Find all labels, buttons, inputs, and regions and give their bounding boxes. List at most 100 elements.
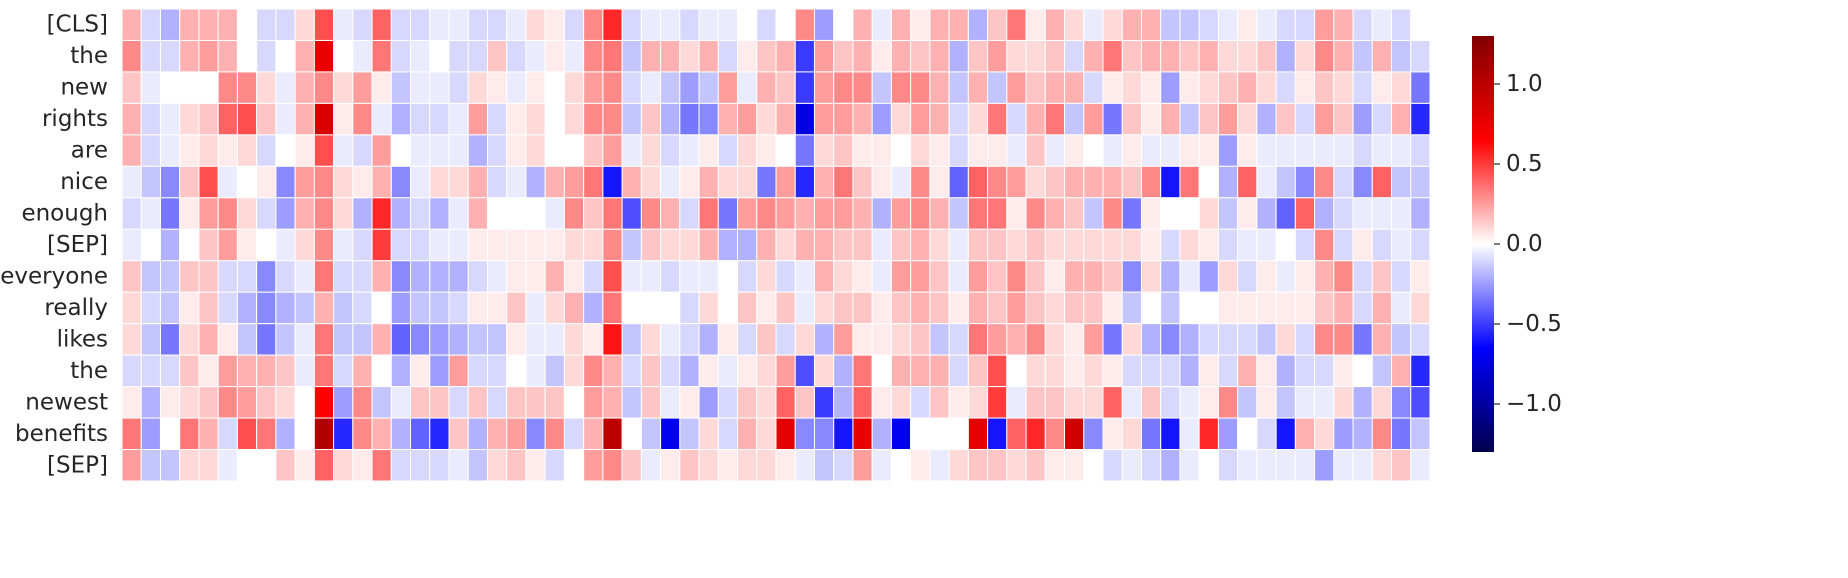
heatmap-cell bbox=[121, 39, 142, 73]
heatmap-cell bbox=[467, 39, 488, 73]
heatmap-cell bbox=[833, 71, 854, 104]
heatmap-cell bbox=[544, 8, 565, 41]
heatmap-cell bbox=[198, 260, 219, 293]
heatmap-cell bbox=[621, 417, 642, 451]
heatmap-cell bbox=[1275, 165, 1296, 199]
heatmap-cell bbox=[1102, 354, 1123, 388]
heatmap-cell bbox=[256, 228, 277, 262]
heatmap-cell bbox=[1217, 228, 1239, 262]
heatmap-cell bbox=[333, 39, 354, 73]
heatmap-cell bbox=[352, 102, 373, 136]
heatmap-cell bbox=[1391, 197, 1412, 230]
heatmap-cell bbox=[775, 197, 796, 230]
heatmap-cell bbox=[621, 228, 642, 262]
heatmap-cell bbox=[333, 291, 354, 325]
heatmap-cell bbox=[217, 102, 238, 136]
heatmap-cell bbox=[1333, 165, 1354, 199]
heatmap-cell bbox=[159, 228, 181, 262]
heatmap-cell bbox=[429, 323, 450, 356]
heatmap-cell bbox=[1275, 8, 1296, 41]
heatmap-cell bbox=[525, 71, 546, 104]
heatmap-cell bbox=[371, 417, 392, 451]
heatmap-cell bbox=[313, 323, 335, 356]
heatmap-cell bbox=[871, 417, 892, 451]
heatmap-cell bbox=[929, 102, 950, 136]
heatmap-cell bbox=[717, 39, 739, 73]
heatmap-cell bbox=[1275, 228, 1296, 262]
heatmap-cell bbox=[1083, 260, 1104, 293]
row-label: the bbox=[70, 43, 108, 69]
heatmap-cell bbox=[833, 291, 854, 325]
heatmap-cell bbox=[140, 71, 161, 104]
heatmap-cell bbox=[1140, 197, 1162, 230]
heatmap-cell bbox=[1410, 323, 1431, 356]
heatmap-cell bbox=[794, 354, 815, 388]
heatmap-cell bbox=[1121, 386, 1142, 419]
heatmap-cell bbox=[563, 449, 585, 482]
heatmap-cell bbox=[256, 449, 277, 482]
heatmap-cell bbox=[1371, 417, 1393, 451]
heatmap-cell bbox=[159, 165, 181, 199]
row-label: the bbox=[70, 358, 108, 384]
heatmap-cell bbox=[1083, 228, 1104, 262]
heatmap-cell bbox=[1352, 291, 1373, 325]
heatmap-cell bbox=[871, 8, 892, 41]
heatmap-cell bbox=[890, 449, 912, 482]
heatmap-cell bbox=[1006, 417, 1027, 451]
heatmap-cell bbox=[987, 134, 1008, 167]
heatmap-cell bbox=[1160, 165, 1181, 199]
heatmap-cell bbox=[467, 354, 488, 388]
heatmap-cell bbox=[660, 165, 681, 199]
heatmap-cell bbox=[621, 386, 642, 419]
heatmap-cell bbox=[1352, 102, 1373, 136]
heatmap-cell bbox=[236, 228, 258, 262]
heatmap-cell bbox=[410, 260, 431, 293]
heatmap-cell bbox=[486, 197, 508, 230]
heatmap-cell bbox=[1275, 134, 1296, 167]
heatmap-cell bbox=[121, 291, 142, 325]
heatmap-cell bbox=[1025, 323, 1046, 356]
heatmap-cell bbox=[1179, 197, 1200, 230]
heatmap-cell bbox=[929, 291, 950, 325]
heatmap-cell bbox=[429, 260, 450, 293]
heatmap-cell bbox=[179, 71, 200, 104]
heatmap-cell bbox=[967, 165, 989, 199]
heatmap-cell bbox=[1275, 354, 1296, 388]
heatmap-cell bbox=[717, 197, 739, 230]
heatmap-cell bbox=[217, 165, 238, 199]
heatmap-cell bbox=[1102, 102, 1123, 136]
heatmap-cell bbox=[698, 260, 719, 293]
heatmap-cell bbox=[833, 165, 854, 199]
heatmap-cell bbox=[1198, 102, 1219, 136]
heatmap-cell bbox=[929, 71, 950, 104]
heatmap-cell bbox=[1352, 354, 1373, 388]
heatmap-cell bbox=[1044, 449, 1066, 482]
colorbar-tick-label: 1.0 bbox=[1506, 71, 1543, 97]
heatmap-cell bbox=[813, 228, 835, 262]
heatmap-cell bbox=[929, 354, 950, 388]
heatmap-cell bbox=[1294, 134, 1316, 167]
heatmap-cell bbox=[833, 417, 854, 451]
heatmap-cell bbox=[544, 165, 565, 199]
heatmap-cell bbox=[275, 323, 296, 356]
heatmap-cell bbox=[217, 417, 238, 451]
heatmap-cell bbox=[1237, 134, 1258, 167]
heatmap-cell bbox=[294, 449, 315, 482]
heatmap-cell bbox=[371, 386, 392, 419]
heatmap-cell bbox=[448, 197, 469, 230]
heatmap-cell bbox=[967, 386, 989, 419]
heatmap-cell bbox=[621, 323, 642, 356]
heatmap-cell bbox=[294, 354, 315, 388]
heatmap-cell bbox=[1294, 165, 1316, 199]
heatmap-cell bbox=[275, 449, 296, 482]
heatmap-cells bbox=[121, 8, 1431, 482]
heatmap-cell bbox=[333, 354, 354, 388]
heatmap-cell bbox=[602, 8, 623, 41]
heatmap-cell bbox=[371, 323, 392, 356]
heatmap-cell bbox=[621, 260, 642, 293]
heatmap-cell bbox=[448, 354, 469, 388]
heatmap-cell bbox=[1256, 354, 1277, 388]
heatmap-cell bbox=[890, 8, 912, 41]
heatmap-cell bbox=[525, 228, 546, 262]
heatmap-cell bbox=[429, 449, 450, 482]
